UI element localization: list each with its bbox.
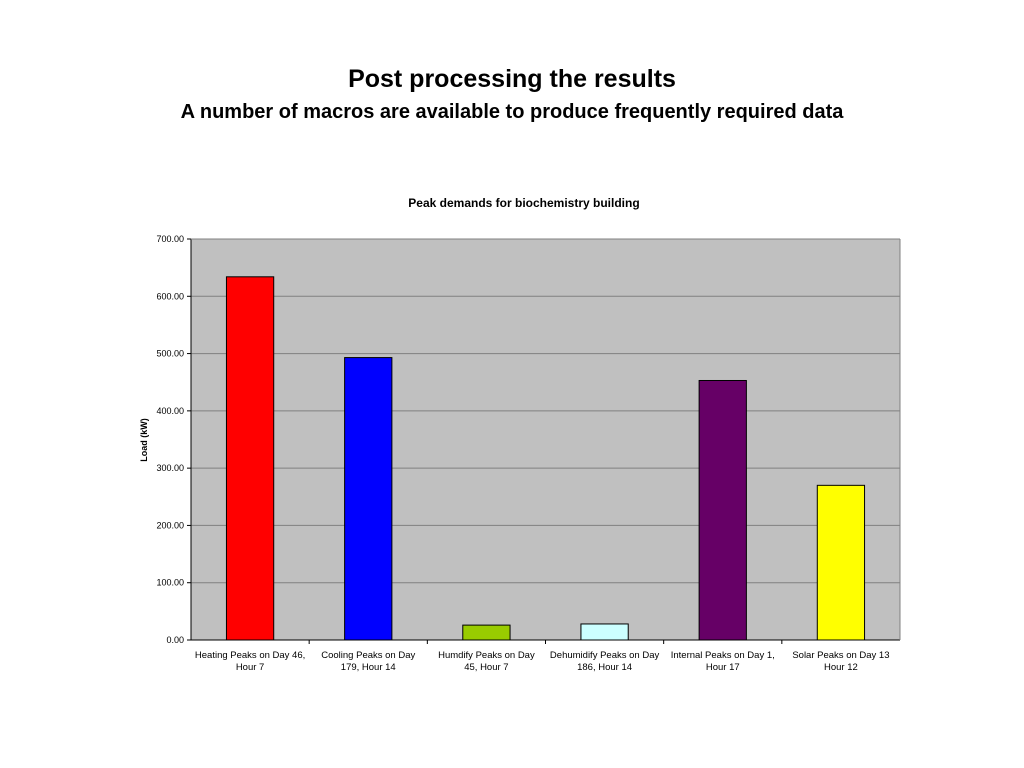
slide-title: Post processing the results (348, 65, 676, 93)
slide-subtitle: A number of macros are available to prod… (180, 101, 844, 123)
x-category-label: Internal Peaks on Day 1, (671, 650, 775, 661)
bar (816, 484, 866, 641)
y-tick-label: 400.00 (156, 406, 184, 416)
x-category-label: Heating Peaks on Day 46, (195, 650, 305, 661)
y-tick-label: 300.00 (156, 463, 184, 473)
x-category-label: Hour 12 (824, 662, 858, 673)
x-category-label: 45, Hour 7 (464, 662, 508, 673)
x-category-label: Dehumidify Peaks on Day (550, 650, 660, 661)
x-category-label: Solar Peaks on Day 13 (792, 650, 889, 661)
x-category-label: Humdify Peaks on Day (438, 650, 535, 661)
bar (698, 379, 747, 641)
x-category-label: Hour 17 (706, 662, 740, 673)
y-tick-label: 500.00 (156, 349, 184, 359)
x-category-label: Cooling Peaks on Day (321, 650, 415, 661)
y-tick-label: 200.00 (156, 520, 184, 530)
bar (580, 623, 629, 641)
bar (462, 624, 511, 641)
y-tick-label: 600.00 (156, 291, 184, 301)
plot-area (191, 239, 900, 640)
y-tick-label: 100.00 (156, 578, 184, 588)
chart-title: Peak demands for biochemistry building (408, 196, 639, 210)
x-category-label: 179, Hour 14 (341, 662, 396, 673)
x-category-label: Hour 7 (236, 662, 265, 673)
y-tick-label: 0.00 (166, 635, 184, 645)
y-axis-title: Load (kW) (139, 418, 149, 462)
y-tick-label: 700.00 (156, 234, 184, 244)
bar (344, 357, 393, 641)
x-category-label: 186, Hour 14 (577, 662, 632, 673)
bar (225, 276, 275, 641)
